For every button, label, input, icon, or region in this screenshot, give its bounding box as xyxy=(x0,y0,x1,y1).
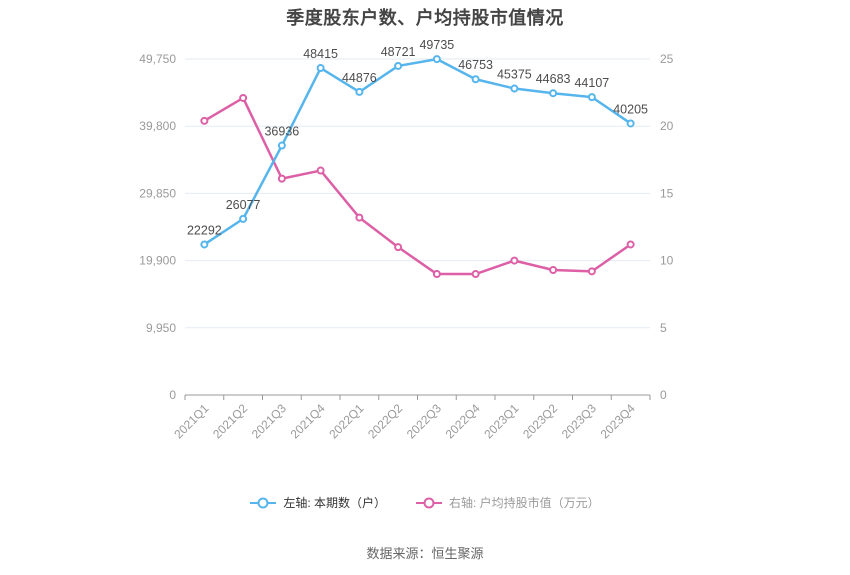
x-axis-label: 2021Q3 xyxy=(249,401,289,441)
data-point-label: 22292 xyxy=(187,223,222,237)
y-axis-label-left: 9,950 xyxy=(146,321,176,335)
shareholder-count-line-point-2022Q4[interactable] xyxy=(471,75,480,84)
data-point-label: 45375 xyxy=(497,68,532,82)
legend-item-avg-holding-value[interactable]: 右轴: 户均持股市值（万元） xyxy=(416,496,600,510)
x-axis-label: 2021Q4 xyxy=(288,401,328,441)
y-axis-label-left: 49,750 xyxy=(139,52,176,66)
dual-axis-line-chart: 0 0 9,950 5 19,900 10 29,850 15 39,800 20 49,750 25… xyxy=(139,38,674,441)
x-axis-label: 2022Q4 xyxy=(443,401,483,441)
x-axis-label: 2023Q1 xyxy=(481,401,521,441)
y-axis-label-left: 0 xyxy=(169,388,176,402)
data-point-label: 44107 xyxy=(574,76,609,90)
shareholder-count-line-point-2021Q2[interactable] xyxy=(239,214,248,223)
y-axis-label-left: 19,900 xyxy=(139,254,176,268)
shareholder-count-line xyxy=(203,57,632,246)
shareholder-count-line-point-2022Q1[interactable] xyxy=(355,87,364,96)
legend: 左轴: 本期数（户） 右轴: 户均持股市值（万元） xyxy=(0,496,850,510)
data-point-label: 40205 xyxy=(613,102,648,116)
legend-line-marker-icon xyxy=(250,497,277,509)
data-point-label: 48721 xyxy=(381,45,416,59)
avg-holding-value-line-point-2023Q2[interactable] xyxy=(549,266,558,275)
shareholder-count-line-point-2022Q3[interactable] xyxy=(432,55,441,64)
avg-holding-value-line-point-2021Q1[interactable] xyxy=(200,116,209,125)
avg-holding-value-line-point-2022Q1[interactable] xyxy=(355,213,364,222)
x-axis-label: 2023Q4 xyxy=(598,401,638,441)
y-axis-label-right: 15 xyxy=(660,186,674,200)
x-axis-label: 2021Q1 xyxy=(171,401,211,441)
y-axis-label-right: 20 xyxy=(660,119,674,133)
avg-holding-value-line-point-2022Q4[interactable] xyxy=(471,270,480,279)
shareholder-count-line-point-2023Q2[interactable] xyxy=(549,89,558,98)
x-axis-label: 2021Q2 xyxy=(210,401,250,441)
data-point-label: 44876 xyxy=(342,71,377,85)
x-axis-label: 2023Q2 xyxy=(520,401,560,441)
shareholder-count-line-point-2021Q3[interactable] xyxy=(277,141,286,150)
data-point-label: 36936 xyxy=(264,125,299,139)
shareholder-count-line-point-2023Q4[interactable] xyxy=(626,119,635,128)
legend-item-shareholder-count[interactable]: 左轴: 本期数（户） xyxy=(250,496,386,510)
avg-holding-value-line xyxy=(203,96,632,276)
y-axis-label-right: 25 xyxy=(660,52,674,66)
shareholder-count-line-point-2022Q2[interactable] xyxy=(394,61,403,70)
avg-holding-value-line-point-2021Q2[interactable] xyxy=(239,93,248,102)
data-point-label: 49735 xyxy=(419,38,454,52)
avg-holding-value-line-point-2023Q1[interactable] xyxy=(510,256,519,265)
y-axis-label-left: 29,850 xyxy=(139,186,176,200)
data-point-label: 44683 xyxy=(536,72,571,86)
x-axis-label: 2023Q3 xyxy=(559,401,599,441)
shareholder-count-line-point-2021Q1[interactable] xyxy=(200,240,209,249)
x-axis-label: 2022Q3 xyxy=(404,401,444,441)
avg-holding-value-line-point-2023Q4[interactable] xyxy=(626,240,635,249)
legend-label-avg-holding-value: 右轴: 户均持股市值（万元） xyxy=(449,496,600,510)
data-source-note: 数据来源：恒生聚源 xyxy=(366,546,484,561)
shareholder-count-line-point-2021Q4[interactable] xyxy=(316,64,325,73)
legend-line-marker-icon xyxy=(416,497,442,509)
legend-label-shareholder-count: 左轴: 本期数（户） xyxy=(283,496,386,510)
x-axis-label: 2022Q1 xyxy=(326,401,366,441)
data-point-label: 26077 xyxy=(226,198,261,212)
shareholder-count-line-point-2023Q1[interactable] xyxy=(510,84,519,93)
chart-title: 季度股东户数、户均持股市值情况 xyxy=(286,8,564,28)
y-axis-label-right: 10 xyxy=(660,254,674,268)
avg-holding-value-line-point-2023Q3[interactable] xyxy=(587,267,596,276)
avg-holding-value-line-point-2022Q3[interactable] xyxy=(432,270,441,279)
avg-holding-value-line-point-2021Q3[interactable] xyxy=(277,174,286,183)
y-axis-label-right: 0 xyxy=(660,388,667,402)
x-axis-label: 2022Q2 xyxy=(365,401,405,441)
data-point-label: 48415 xyxy=(303,47,338,61)
avg-holding-value-line-point-2022Q2[interactable] xyxy=(394,243,403,252)
avg-holding-value-line-point-2021Q4[interactable] xyxy=(316,166,325,175)
data-point-label: 46753 xyxy=(458,58,493,72)
y-axis-label-left: 39,800 xyxy=(139,119,176,133)
y-axis-label-right: 5 xyxy=(660,321,667,335)
shareholder-count-line-point-2023Q3[interactable] xyxy=(587,93,596,102)
